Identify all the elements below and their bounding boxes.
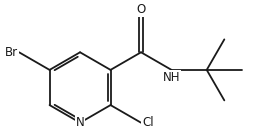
Text: NH: NH bbox=[163, 71, 180, 84]
Text: Cl: Cl bbox=[142, 116, 154, 129]
Text: Br: Br bbox=[5, 46, 18, 59]
Text: O: O bbox=[137, 3, 146, 16]
Text: N: N bbox=[76, 116, 84, 129]
